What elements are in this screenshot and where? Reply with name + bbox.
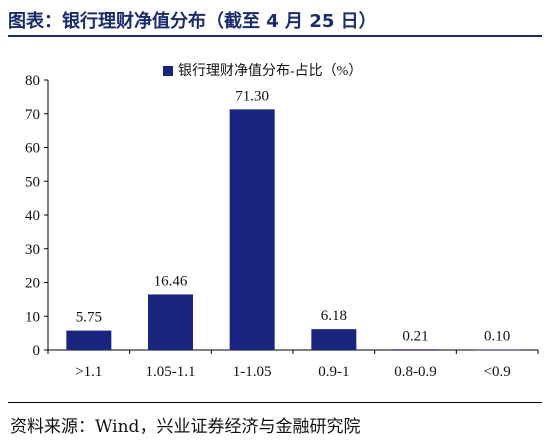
bar [311,329,357,350]
y-tick-label: 60 [25,141,40,157]
x-tick-label: 1-1.05 [233,364,272,380]
source-text: 资料来源：Wind，兴业证券经济与金融研究院 [10,416,361,437]
y-tick-label: 50 [25,174,40,190]
y-tick-label: 70 [25,107,40,123]
legend-label: 银行理财净值分布-占比（%） [178,63,362,79]
x-tick-label: >1.1 [75,364,102,380]
y-tick-label: 10 [25,309,40,325]
y-tick-label: 0 [33,343,41,359]
y-tick-label: 40 [25,208,40,224]
x-tick-label: 0.8-0.9 [394,364,437,380]
data-label: 0.21 [402,328,428,344]
title-divider [8,35,542,37]
bar-chart: 银行理财净值分布-占比（%） 0 10 20 30 40 50 60 70 80 >1.1 1.05… [25,63,539,380]
y-tick-label: 20 [25,276,40,292]
data-label: 6.18 [321,308,347,324]
y-tick-label: 80 [25,73,40,89]
page-title-text: 图表：银行理财净值分布（截至 4 月 25 日） [8,11,377,32]
y-tick-label: 30 [25,242,40,258]
source-divider [8,402,542,403]
legend-swatch [163,66,173,76]
page-title: 图表：银行理财净值分布（截至 4 月 25 日） [8,6,542,34]
bar [393,349,438,350]
chart-legend: 银行理财净值分布-占比（%） [163,63,362,79]
chart-bars [66,109,520,351]
bar [148,294,193,350]
chart-data-labels: 5.75 16.46 71.30 6.18 0.21 0.10 [76,88,511,344]
x-tick-label: 1.05-1.1 [146,364,196,380]
chart-axes: 0 10 20 30 40 50 60 70 80 >1.1 1.05-1.1 1-1.05 0.9-1… [25,73,539,380]
data-label: 0.10 [484,329,510,345]
x-tick-label: 0.9-1 [318,364,349,380]
x-tick-label: <0.9 [484,364,511,380]
bar [474,349,520,351]
source-note: 资料来源：Wind，兴业证券经济与金融研究院 [10,408,540,440]
bar [66,330,112,350]
bar [229,109,275,350]
data-label: 16.46 [154,273,188,289]
data-label: 5.75 [76,310,102,326]
data-label: 71.30 [235,88,269,104]
